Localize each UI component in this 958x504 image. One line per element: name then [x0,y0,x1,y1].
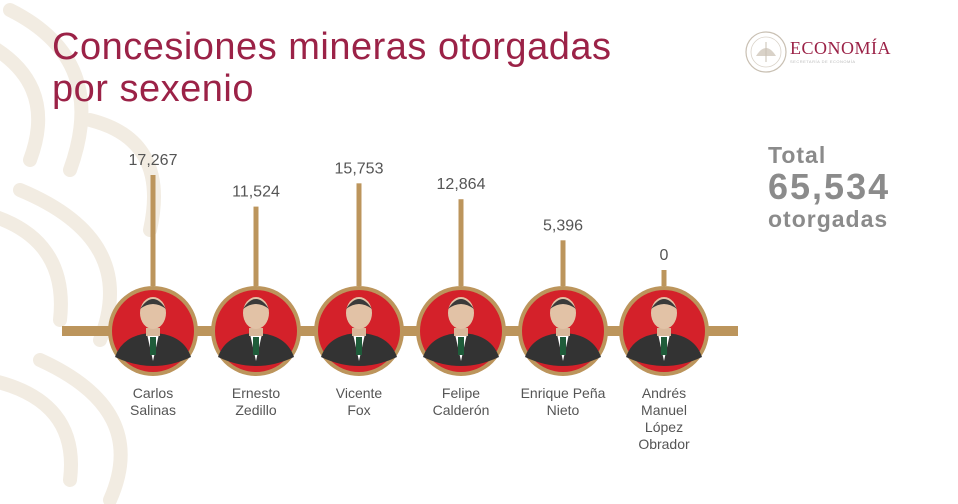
portrait-hair [140,299,166,309]
value-stem [458,199,464,286]
value-label: 5,396 [543,217,583,234]
portrait-neck [249,328,263,336]
portrait-neck [657,328,671,336]
page-title: Concesiones mineras otorgadas por sexeni… [52,26,611,110]
category-label: Zedillo [235,402,276,418]
portrait-neck [352,328,366,336]
category-label: Fox [347,402,370,418]
category-label: Enrique Peña [521,385,606,401]
category-label: Calderón [433,402,490,418]
category-label: López [645,419,683,435]
value-stem [661,270,667,286]
total-value: 65,534 [768,166,891,207]
logo-subtitle: SECRETARÍA DE ECONOMÍA [790,59,856,64]
portrait-hair [651,299,677,309]
portrait-sash [150,337,156,355]
value-label: 12,864 [437,176,486,193]
portrait-sash [458,337,464,355]
portrait-neck [146,328,160,336]
category-label: Nieto [547,402,580,418]
portrait-sash [356,337,362,355]
total-summary: Total 65,534 otorgadas [768,142,890,232]
value-stem [253,206,259,286]
logo-name: ECONOMÍA [790,38,891,58]
value-label: 11,524 [232,184,280,201]
title-line-1: Concesiones mineras otorgadas [52,26,612,68]
category-label: Vicente [336,385,383,401]
value-stem [150,175,156,286]
category-label: Manuel [641,402,687,418]
category-label: Ernesto [232,385,280,401]
portrait-sash [253,337,259,355]
portrait-hair [448,299,474,309]
total-label: Total [768,142,827,168]
category-label: Obrador [638,436,690,452]
portrait-hair [550,299,576,309]
category-label: Andrés [642,385,686,401]
portrait-hair [243,299,269,309]
title-line-2: por sexenio [52,68,254,110]
value-label: 0 [660,247,669,264]
category-label: Carlos [133,385,173,401]
portrait-neck [454,328,468,336]
portrait-sash [661,337,667,355]
portrait-sash [560,337,566,355]
value-label: 15,753 [335,160,384,177]
value-stem [560,240,566,286]
total-unit: otorgadas [768,206,889,232]
value-stem [356,183,362,286]
category-label: Felipe [442,385,480,401]
portrait-hair [346,299,372,309]
economia-seal-icon [745,31,787,73]
value-label: 17,267 [129,152,178,169]
category-label: Salinas [130,402,176,418]
portrait-neck [556,328,570,336]
